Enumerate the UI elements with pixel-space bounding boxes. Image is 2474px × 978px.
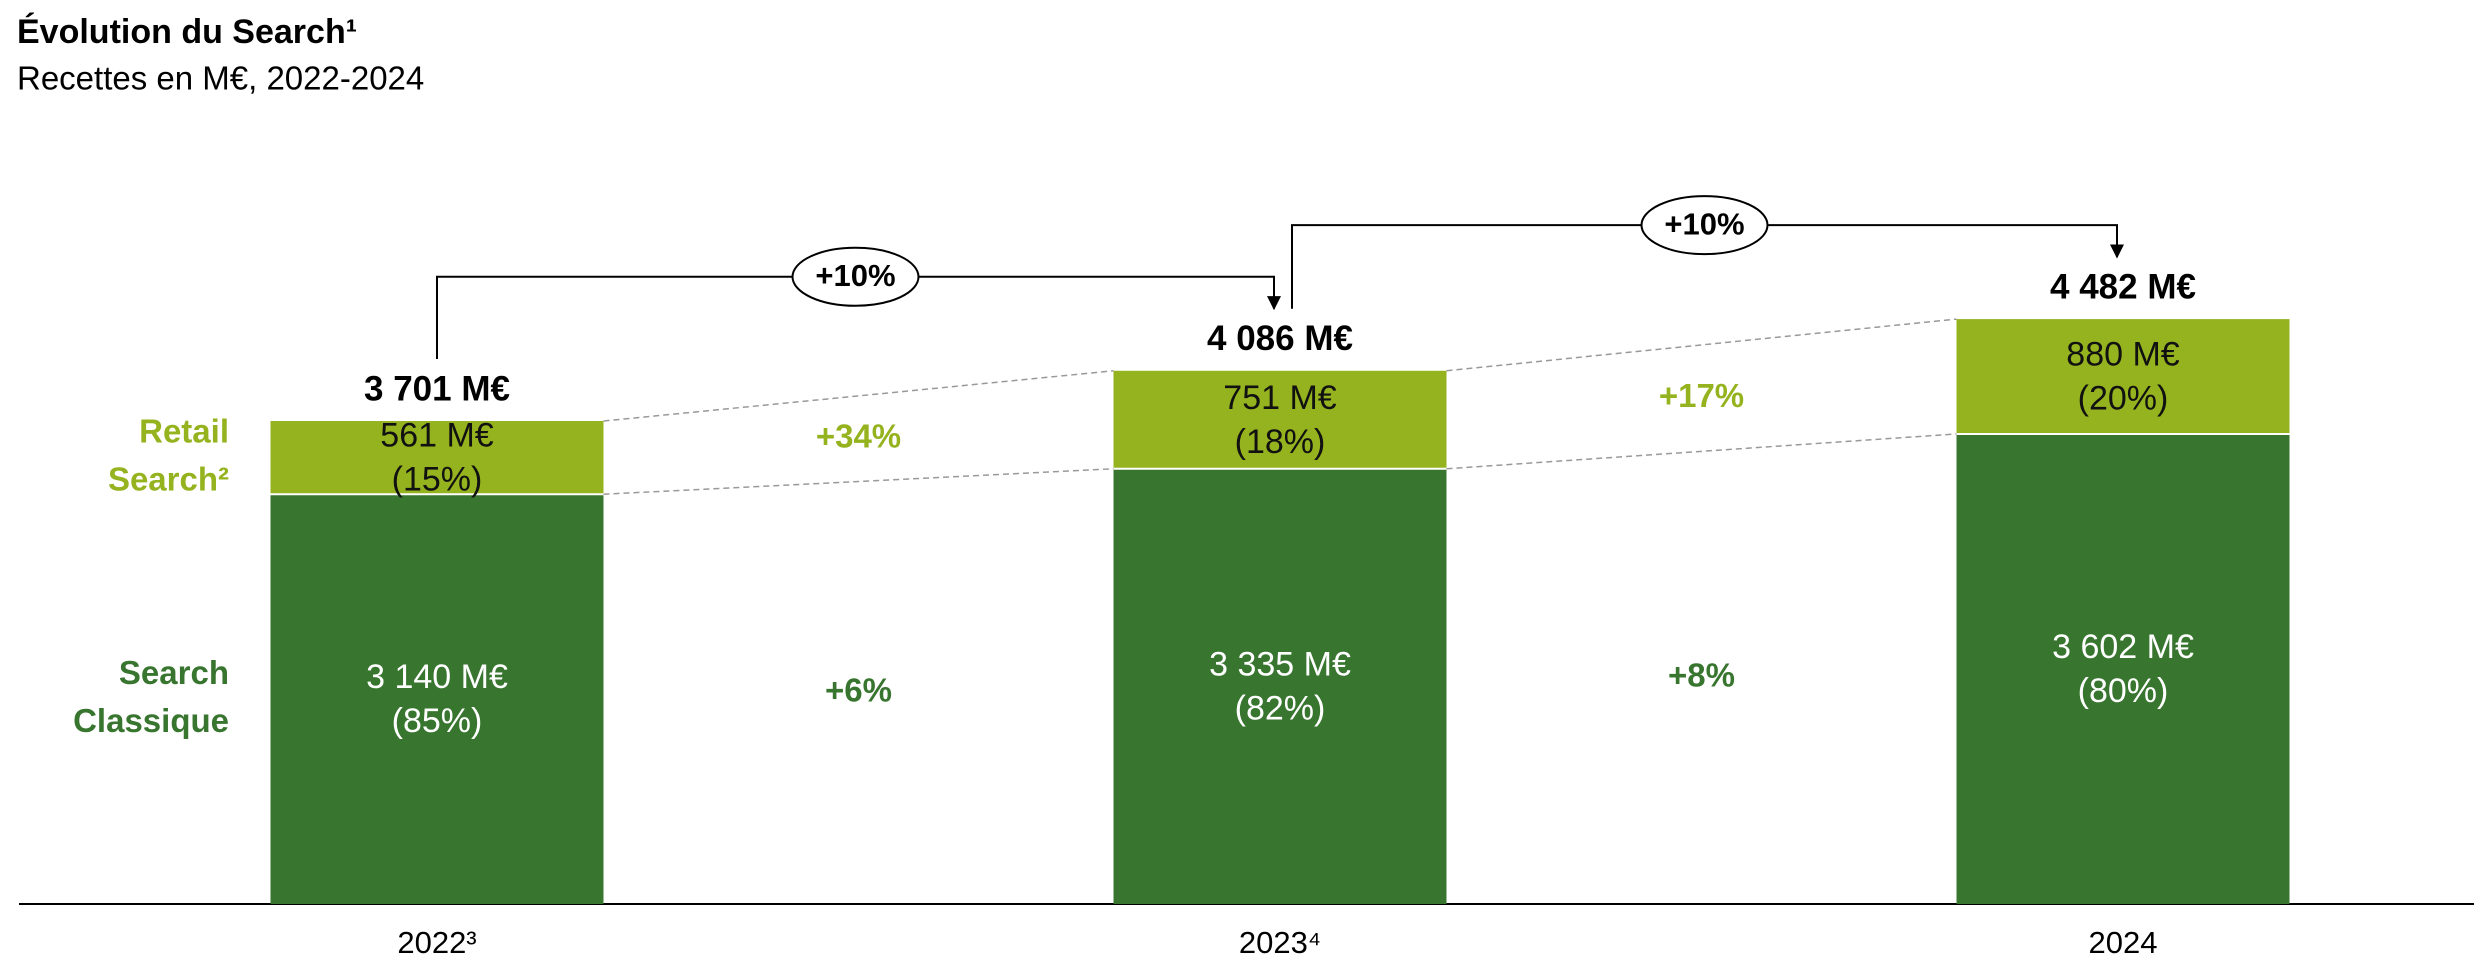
total-label: 3 701 M€ [364, 369, 510, 408]
x-tick-label: 2022³ [397, 925, 476, 960]
growth-label: +6% [825, 671, 892, 708]
connector [1446, 318, 1957, 372]
share-label: (20%) [2078, 380, 2169, 418]
total-growth-label: +10% [815, 258, 895, 293]
bar-segment [270, 421, 604, 495]
value-label: 880 M€ [2066, 336, 2179, 374]
chart-title: Évolution du Search¹ [17, 13, 357, 51]
connector [1446, 433, 1957, 470]
connector [603, 468, 1114, 495]
value-label: 3 140 M€ [366, 658, 508, 696]
bar-segment [1956, 319, 2290, 434]
bar-segment [1113, 468, 1447, 904]
growth-bubble [1640, 195, 1769, 256]
chart-subtitle: Recettes en M€, 2022-2024 [17, 60, 424, 97]
total-label: 4 086 M€ [1207, 319, 1353, 358]
growth-label: +34% [816, 417, 901, 454]
share-label: (80%) [2078, 672, 2169, 710]
bar-segment [1113, 370, 1447, 469]
value-label: 751 M€ [1223, 379, 1336, 417]
share-label: (85%) [392, 702, 483, 740]
value-label: 561 M€ [380, 417, 493, 455]
growth-label: +17% [1659, 377, 1744, 414]
legend-label: Search Classique [73, 654, 229, 739]
value-label: 3 335 M€ [1209, 645, 1351, 683]
bar-segment [270, 494, 604, 904]
share-label: (18%) [1235, 423, 1326, 461]
legend-label: Retail Search² [108, 412, 229, 497]
total-label: 4 482 M€ [2050, 267, 2196, 306]
bar-segment [1956, 433, 2290, 904]
total-growth-label: +10% [1664, 206, 1744, 241]
growth-bubble [791, 246, 920, 307]
growth-label: +8% [1668, 656, 1735, 693]
x-tick-label: 2023⁴ [1239, 925, 1321, 960]
connector [603, 370, 1114, 422]
share-label: (82%) [1235, 689, 1326, 727]
share-label: (15%) [392, 461, 483, 499]
x-tick-label: 2024 [2089, 925, 2158, 960]
value-label: 3 602 M€ [2052, 628, 2194, 666]
